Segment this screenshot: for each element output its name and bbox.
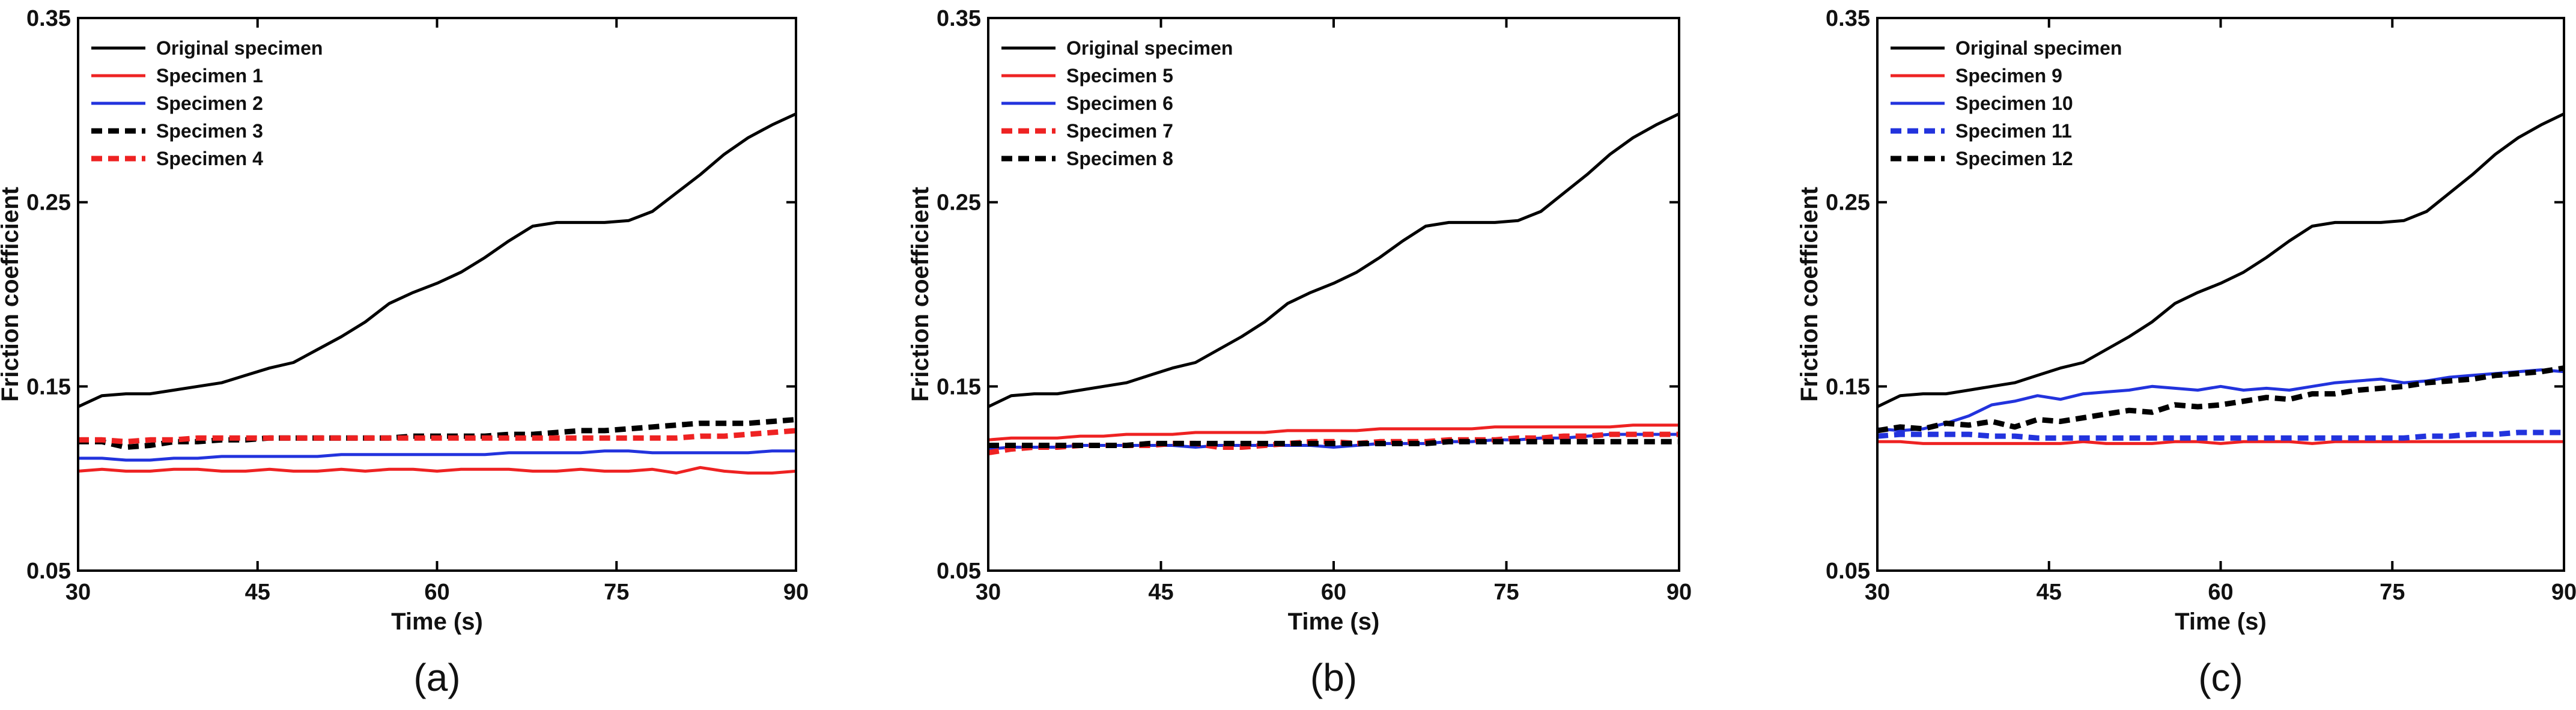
legend: Original specimen Specimen 9 Specimen 10 Sp… bbox=[1891, 37, 2122, 169]
x-tick-label: 75 bbox=[1493, 580, 1519, 605]
y-tick-label: 0.15 bbox=[1826, 374, 1870, 399]
x-tick-label: 90 bbox=[2551, 580, 2576, 605]
y-tick-label: 0.25 bbox=[937, 190, 981, 216]
legend-label: Specimen 11 bbox=[1955, 120, 2072, 142]
legend-label: Original specimen bbox=[156, 37, 323, 59]
series-line-original-specimen bbox=[78, 112, 796, 408]
chart-panel-3: 30 45 60 75 90 0.05 0.15 0.25 0.35 Time (s) Fricti… bbox=[1796, 6, 2576, 699]
series-line-specimen-8 bbox=[988, 438, 1679, 448]
y-tick-label: 0.25 bbox=[1826, 190, 1870, 216]
x-tick-label: 45 bbox=[1148, 580, 1173, 605]
series-line-specimen-5 bbox=[988, 423, 1679, 441]
series-line-original-specimen bbox=[1877, 112, 2564, 408]
series-line-specimen-2 bbox=[78, 449, 796, 462]
series-line-specimen-1 bbox=[78, 466, 796, 475]
legend-label: Specimen 6 bbox=[1066, 93, 1173, 114]
x-axis-title: Time (s) bbox=[391, 608, 483, 635]
x-tick-label: 45 bbox=[2037, 580, 2062, 605]
x-axis-title: Time (s) bbox=[1288, 608, 1380, 635]
legend-label: Specimen 7 bbox=[1066, 120, 1173, 142]
chart-panel-2: 30 45 60 75 90 0.05 0.15 0.25 0.35 Time (s) Fricti… bbox=[907, 6, 1692, 699]
legend-label: Specimen 9 bbox=[1955, 65, 2062, 86]
y-axis-title: Friction coefficient bbox=[1796, 187, 1823, 402]
legend-label: Specimen 2 bbox=[156, 93, 263, 114]
y-tick-label: 0.35 bbox=[26, 6, 71, 31]
x-tick-label: 90 bbox=[783, 580, 809, 605]
legend: Original specimen Specimen 5 Specimen 6 Spe… bbox=[1001, 37, 1233, 169]
y-tick-label: 0.15 bbox=[937, 374, 981, 399]
legend: Original specimen Specimen 1 Specimen 2 Spe… bbox=[91, 37, 323, 169]
y-tick-label: 0.35 bbox=[1826, 6, 1870, 31]
legend-label: Specimen 4 bbox=[156, 148, 263, 169]
legend-label: Specimen 1 bbox=[156, 65, 263, 86]
legend-label: Specimen 5 bbox=[1066, 65, 1173, 86]
series-line-specimen-10 bbox=[1877, 368, 2564, 432]
legend-label: Specimen 3 bbox=[156, 120, 263, 142]
y-tick-label: 0.05 bbox=[26, 559, 71, 584]
y-tick-label: 0.15 bbox=[26, 374, 71, 399]
y-axis-title: Friction coefficient bbox=[907, 187, 934, 402]
series-line-original-specimen bbox=[988, 112, 1679, 408]
x-tick-label: 60 bbox=[1321, 580, 1346, 605]
y-tick-label: 0.05 bbox=[1826, 559, 1870, 584]
series-line-specimen-4 bbox=[78, 428, 796, 445]
x-tick-label: 30 bbox=[1865, 580, 1890, 605]
x-tick-label: 90 bbox=[1666, 580, 1692, 605]
chart-panel-1: 30 45 60 75 90 0.05 0.15 0.25 0.35 Time (s) Fricti… bbox=[0, 6, 809, 699]
legend-label: Specimen 12 bbox=[1955, 148, 2073, 169]
series-line-specimen-3 bbox=[78, 417, 796, 450]
y-tick-label: 0.25 bbox=[26, 190, 71, 216]
legend-label: Original specimen bbox=[1066, 37, 1233, 59]
x-tick-label: 60 bbox=[424, 580, 449, 605]
x-tick-label: 75 bbox=[2380, 580, 2405, 605]
panel-label: (b) bbox=[1310, 656, 1357, 699]
x-tick-label: 60 bbox=[2208, 580, 2233, 605]
x-axis-title: Time (s) bbox=[2175, 608, 2267, 635]
x-tick-label: 45 bbox=[245, 580, 270, 605]
panel-label: (c) bbox=[2198, 656, 2243, 699]
y-tick-label: 0.05 bbox=[937, 559, 981, 584]
series-line-specimen-12 bbox=[1877, 365, 2564, 434]
x-tick-label: 75 bbox=[604, 580, 629, 605]
series-line-specimen-11 bbox=[1877, 429, 2564, 441]
y-axis-title: Friction coefficient bbox=[0, 187, 23, 402]
x-tick-label: 30 bbox=[976, 580, 1001, 605]
panel-label: (a) bbox=[413, 656, 460, 699]
legend-label: Specimen 8 bbox=[1066, 148, 1173, 169]
y-tick-label: 0.35 bbox=[937, 6, 981, 31]
legend-label: Specimen 10 bbox=[1955, 93, 2073, 114]
legend-label: Original specimen bbox=[1955, 37, 2122, 59]
x-tick-label: 30 bbox=[65, 580, 91, 605]
series-line-specimen-9 bbox=[1877, 440, 2564, 445]
